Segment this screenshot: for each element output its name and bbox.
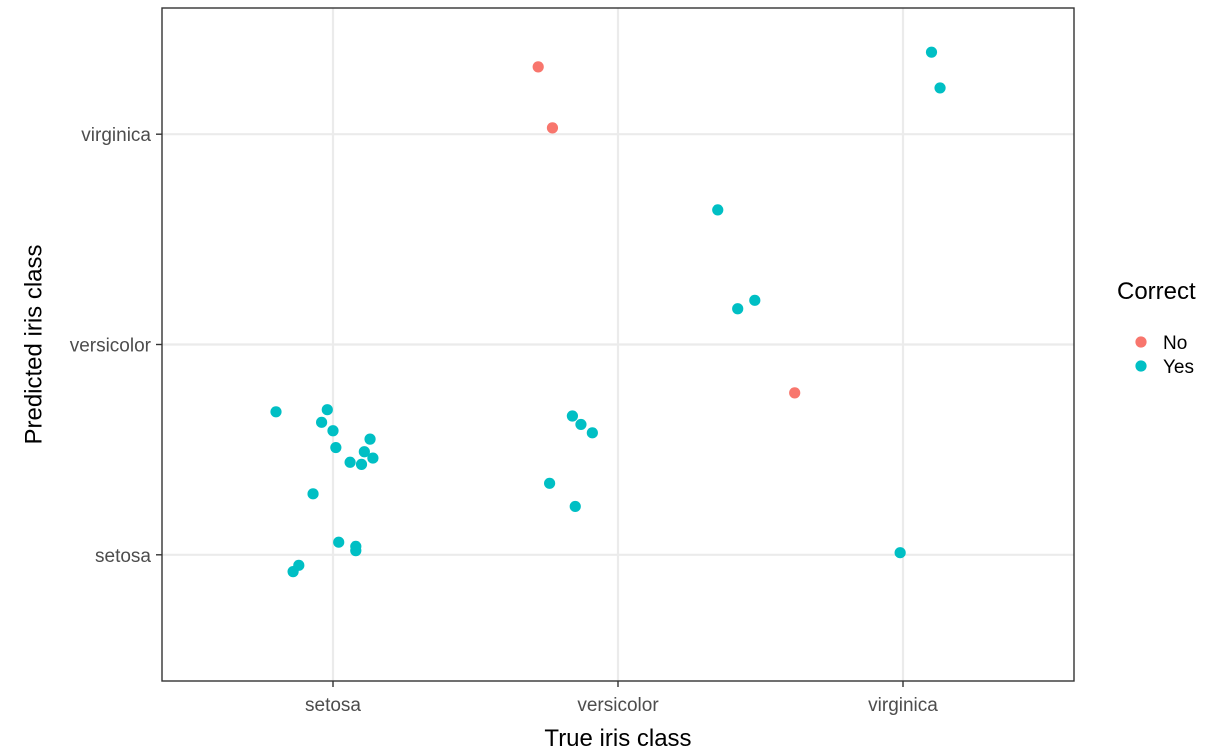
data-point-yes: [350, 540, 362, 553]
x-tick-label: setosa: [305, 695, 361, 716]
y-tick-label: setosa: [95, 546, 151, 567]
legend-title: Correct: [1117, 278, 1196, 305]
data-point-yes: [586, 427, 598, 439]
y-tick-label: versicolor: [70, 336, 152, 357]
legend-label-yes: Yes: [1163, 357, 1194, 378]
legend: Correct No Yes: [1117, 278, 1196, 378]
data-point-yes: [316, 416, 328, 428]
data-point-yes: [732, 303, 744, 315]
data-point-yes: [712, 204, 724, 216]
x-axis-title: True iris class: [544, 725, 691, 752]
data-point-yes: [293, 559, 305, 571]
data-point-yes: [355, 458, 368, 470]
data-point-yes: [327, 425, 339, 437]
data-point-yes: [321, 404, 333, 416]
data-point-yes: [544, 477, 556, 489]
data-point-yes: [333, 536, 345, 548]
data-point-yes: [330, 441, 342, 454]
data-point-yes: [367, 452, 379, 464]
data-point-yes: [575, 418, 587, 431]
data-point-yes: [749, 294, 761, 306]
data-point-no: [532, 61, 544, 73]
data-point-yes: [307, 488, 319, 500]
data-point-yes: [894, 547, 906, 559]
legend-key-yes: [1135, 360, 1147, 372]
y-tick-label: virginica: [81, 125, 151, 146]
data-point-yes: [364, 433, 376, 445]
y-axis-title: Predicted iris class: [20, 244, 47, 444]
grid-lines: [162, 8, 1074, 681]
x-tick-label: versicolor: [577, 695, 659, 716]
legend-key-no: [1135, 336, 1147, 348]
axis-ticks: setosa versicolor virginica setosa versicolo…: [70, 125, 939, 716]
legend-label-no: No: [1163, 333, 1187, 354]
x-tick-label: virginica: [868, 695, 938, 716]
data-point-yes: [569, 500, 581, 513]
data-points: [270, 46, 946, 578]
data-point-yes: [344, 456, 356, 468]
data-point-yes: [934, 82, 946, 94]
data-point-yes: [358, 446, 370, 458]
data-point-no: [546, 122, 559, 134]
data-point-yes: [566, 410, 579, 422]
data-point-yes: [270, 406, 282, 418]
data-point-no: [789, 387, 801, 399]
data-point-yes: [925, 46, 938, 58]
